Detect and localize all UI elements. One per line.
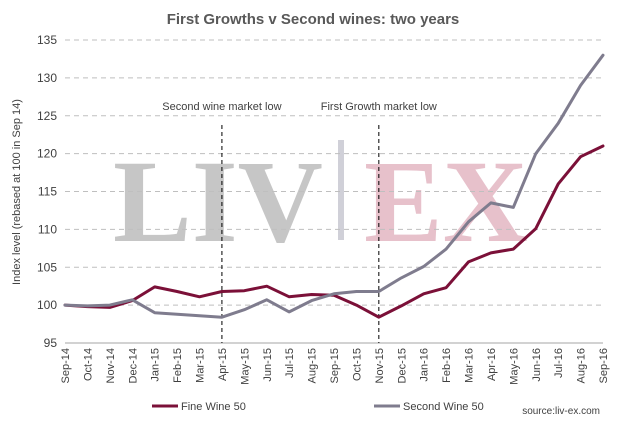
y-tick-label-125: 125	[37, 109, 57, 123]
x-tick-label-jul-16: Jul-16	[553, 348, 565, 378]
y-tick-label-100: 100	[37, 298, 57, 312]
x-tick-label-dec-15: Dec-15	[396, 348, 408, 383]
x-tick-label-apr-15: Apr-15	[217, 348, 229, 381]
y-tick-label-135: 135	[37, 33, 57, 47]
legend: Fine Wine 50 Second Wine 50	[152, 401, 484, 413]
x-tick-label-may-16: May-16	[508, 348, 520, 385]
series-line-second-wine-50	[63, 53, 605, 319]
y-tick-label-95: 95	[44, 336, 58, 350]
liv-ex-watermark: LIV EX	[113, 136, 528, 267]
legend-label-second-wine-50: Second Wine 50	[403, 401, 484, 413]
x-tick-label-jun-16: Jun-16	[531, 348, 543, 382]
y-tick-label-130: 130	[37, 71, 57, 85]
x-tick-label-aug-16: Aug-16	[576, 348, 588, 383]
x-tick-label-dec-14: Dec-14	[127, 348, 139, 383]
y-tick-label-120: 120	[37, 147, 57, 161]
x-tick-label-sep-16: Sep-16	[598, 348, 610, 383]
chart-title: First Growths v Second wines: two years	[167, 11, 460, 28]
x-tick-label-apr-16: Apr-16	[486, 348, 498, 381]
x-tick-label-jan-16: Jan-16	[419, 348, 431, 382]
x-tick-label-mar-15: Mar-15	[195, 348, 207, 383]
x-tick-label-jun-15: Jun-15	[262, 348, 274, 382]
x-tick-label-sep-14: Sep-14	[60, 348, 72, 383]
y-axis-label: Index level (rebased at 100 in Sep 14)	[11, 99, 23, 285]
annotation-label-1: Second wine market low	[162, 101, 281, 113]
y-tick-label-105: 105	[37, 260, 57, 274]
x-tick-label-oct-15: Oct-15	[351, 348, 363, 381]
x-tick-label-jan-15: Jan-15	[150, 348, 162, 382]
x-tick-label-oct-14: Oct-14	[82, 348, 94, 381]
x-tick-label-mar-16: Mar-16	[464, 348, 476, 383]
source-note: source:liv-ex.com	[522, 406, 600, 417]
watermark-divider	[338, 140, 344, 240]
y-tick-label-115: 115	[38, 185, 57, 199]
watermark-ex: EX	[364, 136, 528, 267]
x-tick-label-feb-16: Feb-16	[441, 348, 453, 383]
annotation-label-2: First Growth market low	[321, 101, 437, 113]
legend-label-fine-wine-50: Fine Wine 50	[181, 401, 246, 413]
x-tick-label-aug-15: Aug-15	[307, 348, 319, 383]
x-tick-label-nov-14: Nov-14	[105, 348, 117, 383]
watermark-liv: LIV	[113, 136, 323, 267]
y-tick-label-110: 110	[38, 222, 57, 236]
x-tick-label-nov-15: Nov-15	[374, 348, 386, 383]
x-tick-label-may-15: May-15	[239, 348, 251, 385]
x-tick-label-jul-15: Jul-15	[284, 348, 296, 378]
x-tick-label-feb-15: Feb-15	[172, 348, 184, 383]
x-tick-label-sep-15: Sep-15	[329, 348, 341, 383]
